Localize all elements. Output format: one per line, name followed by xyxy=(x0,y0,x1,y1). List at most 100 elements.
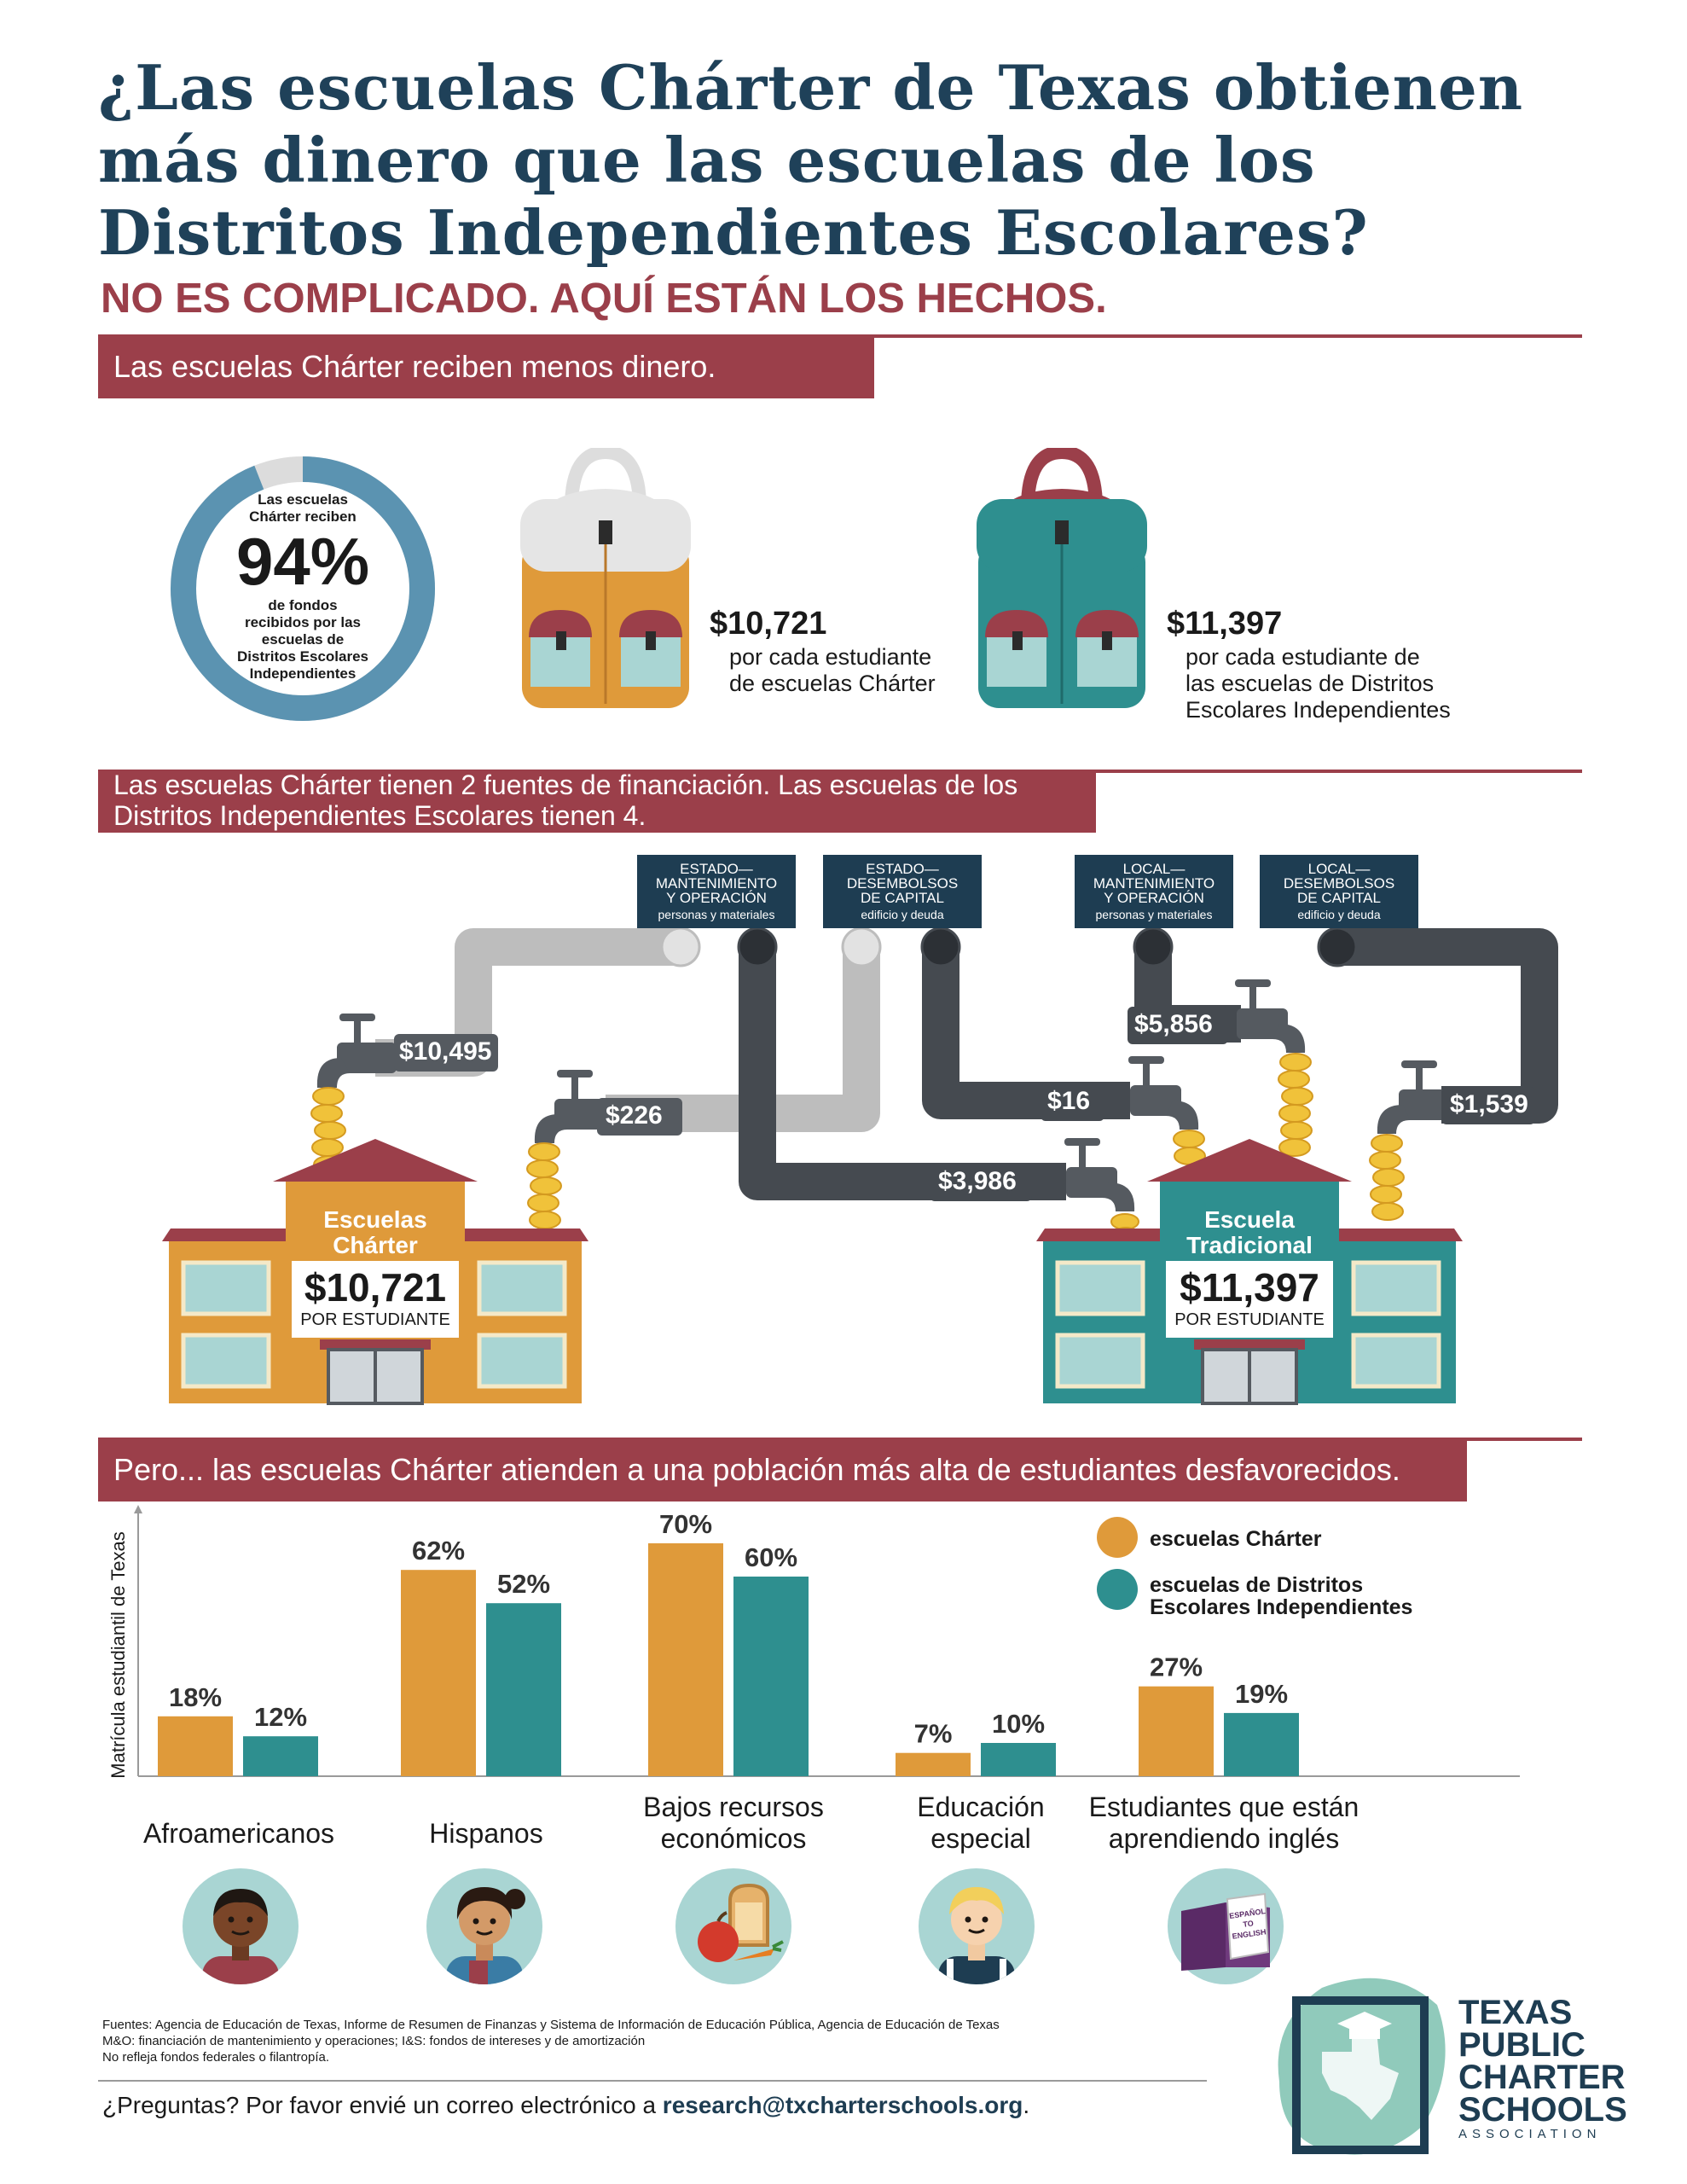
isd-school-name-line-1: Escuela xyxy=(1204,1206,1295,1233)
bar-charter-2 xyxy=(648,1543,723,1776)
flow-tag-bg xyxy=(597,1098,682,1136)
flow-isd-local-capital: $1,539 xyxy=(1450,1090,1528,1118)
category-label-hispanos: Hispanos xyxy=(358,1804,614,1850)
category-label-bajos-recursos: Bajos recursos económicos xyxy=(601,1792,866,1855)
category-label-afroamericanos: Afroamericanos xyxy=(111,1804,367,1850)
legend-charter-label: escuelas Chárter xyxy=(1150,1527,1322,1551)
isd-school-per: POR ESTUDIANTE xyxy=(1174,1310,1325,1329)
donut-bottom-text-5: Independientes xyxy=(250,665,357,682)
legend-isd-label-line-1: escuelas de Distritos xyxy=(1150,1573,1363,1597)
legend-isd-swatch xyxy=(1097,1569,1138,1610)
category-label-estudiantes-ingles: Estudiantes que están aprendiendo inglés xyxy=(1062,1792,1386,1855)
charter-school-name-line-2: Chárter xyxy=(333,1232,418,1258)
book-icon: ESPAÑOL TO ENGLISH xyxy=(1168,1868,1284,1984)
logo-line-5: ASSOCIATION xyxy=(1458,2127,1602,2141)
donut-bottom-text-2: recibidos por las xyxy=(245,614,361,630)
food-icon xyxy=(675,1868,791,1984)
footer-period: . xyxy=(1023,2092,1030,2118)
category-label-line: Afroamericanos xyxy=(142,1818,335,1849)
bar-label-charter-2: 70% xyxy=(659,1509,712,1539)
category-label-line-2: aprendiendo inglés xyxy=(1108,1823,1340,1854)
flow-isd-state-capital: $16 xyxy=(1047,1087,1091,1115)
source-state-mo: ESTADO— MANTENIMIENTO Y OPERACIÓN person… xyxy=(637,855,796,928)
category-label-line-2: económicos xyxy=(660,1823,807,1854)
isd-desc: por cada estudiante de las escuelas de D… xyxy=(1186,644,1451,723)
logo-line-2: PUBLIC xyxy=(1458,2026,1586,2064)
tpcsa-logo-text: TEXAS PUBLIC CHARTER SCHOOLS ASSOCIATION xyxy=(1458,1995,1629,2143)
source-local-capital-sub: edificio y deuda xyxy=(1297,908,1381,921)
category-label-line-1: Estudiantes que están xyxy=(1088,1792,1359,1822)
source-state-capital-line-1: ESTADO— xyxy=(866,861,939,877)
source-local-capital-line-1: LOCAL— xyxy=(1307,861,1371,877)
donut-percent: 94% xyxy=(236,524,369,599)
charter-amount: $10,721 xyxy=(710,606,827,642)
bar-label-isd-0: 12% xyxy=(254,1702,307,1732)
section2-divider xyxy=(1092,770,1582,773)
category-label-line-1: Bajos recursos xyxy=(643,1792,824,1822)
page-title: ¿Las escuelas Chárter de Texas obtienen … xyxy=(98,51,1524,269)
coin-stream xyxy=(1369,1134,1405,1221)
coin-stream xyxy=(1278,1053,1313,1157)
faucet-icon xyxy=(1377,1060,1450,1134)
source-state-capital-line-2: DESEMBOLSOS xyxy=(846,875,959,892)
flow-tag-bg xyxy=(1041,1083,1104,1121)
isd-school-building xyxy=(1036,1139,1463,1405)
student-boy-icon xyxy=(183,1868,299,1984)
bar-label-charter-1: 62% xyxy=(412,1536,465,1565)
source-local-mo-line-3: Y OPERACIÓN xyxy=(1104,890,1204,906)
pipe-state-mo-isd xyxy=(739,947,1066,1200)
isd-school-amount: $11,397 xyxy=(1180,1265,1319,1310)
bar-isd-0 xyxy=(243,1736,318,1776)
donut-top-text-1: Las escuelas xyxy=(258,491,348,508)
isd-desc-line-3: Escolares Independientes xyxy=(1186,697,1451,723)
category-label-line: Hispanos xyxy=(429,1818,543,1849)
source-local-mo-sub: personas y materiales xyxy=(1095,908,1213,921)
footer-source-line-2: M&O: financiación de mantenimiento y ope… xyxy=(102,2034,646,2048)
bar-charter-4 xyxy=(1139,1686,1214,1776)
bar-label-isd-3: 10% xyxy=(992,1709,1045,1739)
footer-question: ¿Preguntas? Por favor envié un correo el… xyxy=(102,2092,1029,2119)
isd-school-name-line-2: Tradicional xyxy=(1186,1232,1313,1258)
footer-source-line-3: No refleja fondos federales o filantropí… xyxy=(102,2050,329,2065)
page-subtitle: NO ES COMPLICADO. AQUÍ ESTÁN LOS HECHOS. xyxy=(101,276,1107,322)
flow-isd-local-mo: $5,856 xyxy=(1134,1010,1213,1038)
donut-top-text-2: Chárter reciben xyxy=(249,508,357,525)
footer-source-line-1: Fuentes: Agencia de Educación de Texas, … xyxy=(102,2018,1000,2032)
charter-school-name-line-1: Escuelas xyxy=(323,1206,427,1233)
source-state-mo-sub: personas y materiales xyxy=(658,908,775,921)
charter-school-building xyxy=(162,1139,588,1405)
source-state-capital-line-3: DE CAPITAL xyxy=(861,890,944,906)
faucet-icon xyxy=(1064,1138,1135,1211)
footer-question-text: ¿Preguntas? Por favor envié un correo el… xyxy=(102,2092,663,2118)
y-axis-label: Matrícula estudiantil de Texas xyxy=(107,1531,129,1778)
pipe-state-capital-isd xyxy=(922,947,1130,1119)
flow-charter-state-mo: $10,495 xyxy=(399,1037,492,1066)
bar-label-charter-0: 18% xyxy=(169,1682,222,1712)
logo-line-3: CHARTER xyxy=(1458,2059,1626,2096)
source-local-capital: LOCAL— DESEMBOLSOS DE CAPITAL edificio y… xyxy=(1260,855,1418,928)
logo-line-4: SCHOOLS xyxy=(1458,2091,1627,2129)
category-label-line-1: Educación xyxy=(917,1792,1045,1822)
source-local-capital-line-2: DESEMBOLSOS xyxy=(1283,875,1395,892)
flow-charter-state-capital: $226 xyxy=(606,1101,663,1130)
source-local-mo: LOCAL— MANTENIMIENTO Y OPERACIÓN persona… xyxy=(1075,855,1233,928)
source-state-mo-line-2: MANTENIMIENTO xyxy=(655,875,778,892)
bar-isd-1 xyxy=(486,1603,561,1776)
footer-divider xyxy=(98,2080,1207,2082)
footer-email-link[interactable]: research@txcharterschools.org xyxy=(662,2092,1023,2118)
coin-stream xyxy=(526,1142,562,1229)
category-label-line-2: especial xyxy=(930,1823,1031,1854)
donut-bottom-text-3: escuelas de xyxy=(262,631,344,648)
charter-desc: por cada estudiante de escuelas Chárter xyxy=(729,644,936,697)
student-blond-icon xyxy=(919,1868,1035,1984)
donut-bottom-text-1: de fondos xyxy=(268,597,337,613)
funding-pipes-diagram xyxy=(162,926,1558,1405)
faucet-icon xyxy=(1235,979,1306,1053)
source-state-capital-sub: edificio y deuda xyxy=(861,908,944,921)
category-label-educacion-especial: Educación especial xyxy=(857,1792,1104,1855)
bar-charter-3 xyxy=(896,1752,971,1776)
charter-school-amount: $10,721 xyxy=(304,1265,447,1310)
section1-banner: Las escuelas Chárter reciben menos diner… xyxy=(98,334,874,398)
section3-banner: Pero... las escuelas Chárter atienden a … xyxy=(98,1438,1467,1502)
charter-school-name: Escuelas Chárter xyxy=(286,1207,465,1258)
